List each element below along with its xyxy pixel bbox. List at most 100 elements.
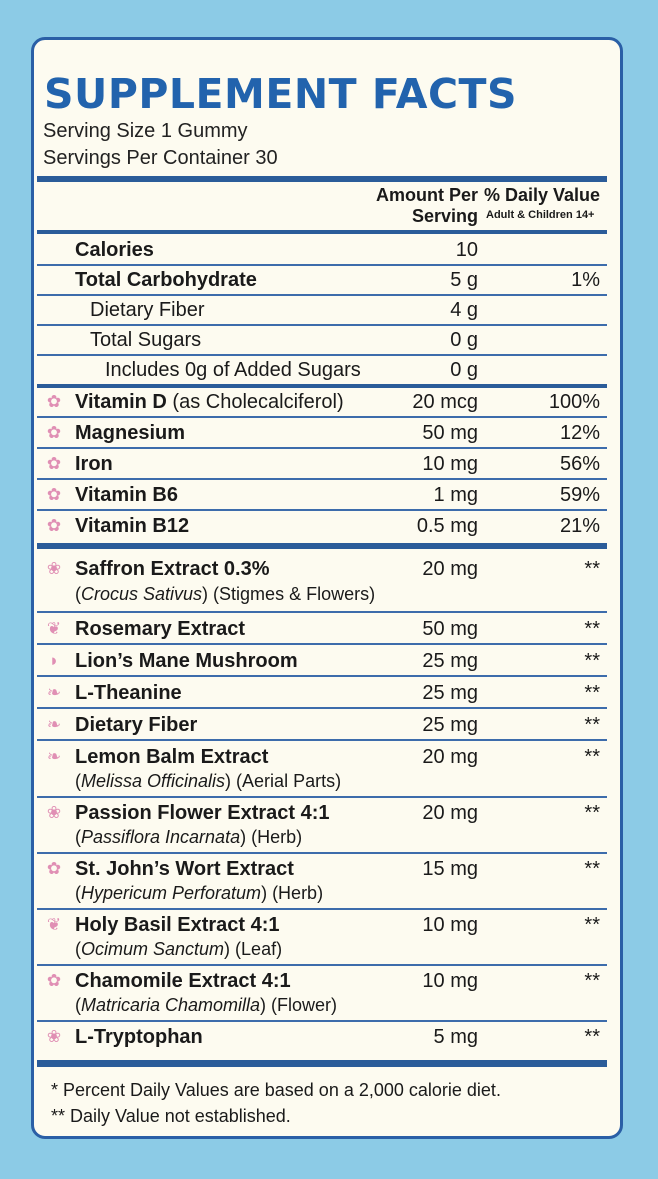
plant-part: (Stigmes & Flowers) (208, 584, 376, 604)
ingredient-source: (Melissa Officinalis) (Aerial Parts) (75, 771, 342, 791)
nutrient-source-note: (as Cholecalciferol) (166, 391, 344, 413)
section-divider (37, 384, 607, 388)
row-divider (37, 707, 607, 709)
row-divider (37, 354, 607, 356)
latin-name: Passiflora Incarnata (81, 827, 241, 847)
row-divider (37, 447, 607, 449)
nutrient-amount: 20 mcg (412, 391, 478, 413)
ingredient-daily-value: ** (584, 682, 600, 704)
leaf-icon: ❧ (46, 683, 62, 702)
lotus-icon: ❀ (46, 803, 62, 822)
ingredient-daily-value: ** (584, 970, 600, 992)
nutrient-amount: 0 g (450, 359, 478, 381)
footnote-daily-values: * Percent Daily Values are based on a 2,… (51, 1080, 501, 1100)
ingredient-amount: 50 mg (422, 618, 478, 640)
leaf-icon: ❧ (46, 747, 62, 766)
row-divider (37, 908, 607, 910)
daily-value-subheader: Adult & Children 14+ (486, 209, 595, 221)
row-divider (37, 478, 607, 480)
latin-name: Crocus Sativus (81, 584, 203, 604)
ingredient-amount: 25 mg (422, 714, 478, 736)
ingredient-daily-value: ** (584, 858, 600, 880)
flower-icon: ✿ (46, 423, 62, 442)
nutrient-name: Includes 0g of Added Sugars (105, 359, 361, 381)
nutrient-name: Magnesium (75, 422, 186, 444)
ingredient-name: St. John’s Wort Extract (75, 858, 294, 880)
ingredient-name: Passion Flower Extract 4:1 (75, 802, 330, 824)
row-divider (37, 509, 607, 511)
daily-value-header: % Daily Value (484, 185, 601, 205)
ingredient-amount: 20 mg (422, 746, 478, 768)
flower-icon: ✿ (46, 485, 62, 504)
latin-name: Ocimum Sanctum (81, 939, 225, 959)
row-divider (37, 611, 607, 613)
amount-column-header: Amount Per Serving (290, 185, 478, 227)
bottom-thick-divider (37, 1060, 607, 1067)
ingredient-source: (Passiflora Incarnata) (Herb) (75, 827, 303, 847)
row-divider (37, 643, 607, 645)
nutrient-amount: 0.5 mg (416, 515, 478, 537)
flower-icon: ✿ (46, 392, 62, 411)
ingredient-daily-value: ** (584, 802, 600, 824)
nutrient-amount: 10 (455, 239, 478, 261)
lotus-icon: ❀ (46, 1027, 62, 1046)
nutrient-amount: 10 mg (422, 453, 478, 475)
plant-part: (Herb) (267, 883, 324, 903)
ingredient-source: (Matricaria Chamomilla) (Flower) (75, 995, 338, 1015)
ingredient-daily-value: ** (584, 714, 600, 736)
row-divider (37, 675, 607, 677)
ingredient-amount: 10 mg (422, 970, 478, 992)
footnote-not-established: ** Daily Value not established. (51, 1106, 291, 1126)
nutrient-daily-value: 21% (559, 515, 600, 537)
row-divider (37, 324, 607, 326)
ingredient-amount: 25 mg (422, 682, 478, 704)
flower-icon: ✿ (46, 516, 62, 535)
latin-name: Melissa Officinalis (81, 771, 226, 791)
amount-header-line2: Serving (411, 206, 478, 226)
nutrient-name: Vitamin B6 (75, 484, 178, 506)
nutrient-amount: 5 g (450, 269, 478, 291)
row-divider (37, 964, 607, 966)
ingredient-source: (Crocus Sativus) (Stigmes & Flowers) (75, 584, 376, 604)
ingredient-amount: 15 mg (422, 858, 478, 880)
leaf-icon: ❧ (46, 715, 62, 734)
flower-icon: ✿ (46, 971, 62, 990)
ingredient-name: Holy Basil Extract 4:1 (75, 914, 280, 936)
ingredient-name: Saffron Extract 0.3% (75, 558, 270, 580)
nutrient-name-line: Vitamin D (as Cholecalciferol) (75, 390, 344, 414)
plant-part: (Flower) (266, 995, 338, 1015)
top-thick-divider (37, 176, 607, 182)
ingredient-amount: 10 mg (422, 914, 478, 936)
supplement-facts-panel (31, 37, 623, 1139)
ingredient-daily-value: ** (584, 618, 600, 640)
ingredient-name: L-Theanine (75, 682, 182, 704)
row-divider (37, 1020, 607, 1022)
nutrient-daily-value: 12% (559, 422, 600, 444)
ingredient-amount: 20 mg (422, 802, 478, 824)
panel-title: SUPPLEMENT FACTS (44, 70, 518, 118)
nutrient-amount: 4 g (450, 299, 478, 321)
mushroom-icon: ◗ (48, 651, 60, 670)
servings-per-container: Servings Per Container 30 (43, 147, 278, 169)
ingredient-name: Lion’s Mane Mushroom (75, 650, 298, 672)
row-divider (37, 796, 607, 798)
nutrient-daily-value: 100% (548, 391, 600, 413)
nutrient-daily-value: 59% (559, 484, 600, 506)
ingredient-name: Rosemary Extract (75, 618, 246, 640)
nutrient-name: Vitamin B12 (75, 515, 190, 537)
nutrient-amount: 0 g (450, 329, 478, 351)
section-thick-divider (37, 543, 607, 549)
ingredient-name: L-Tryptophan (75, 1026, 203, 1048)
ingredient-daily-value: ** (584, 650, 600, 672)
plant-part: (Aerial Parts) (231, 771, 342, 791)
row-divider (37, 416, 607, 418)
nutrient-name: Dietary Fiber (90, 299, 205, 321)
sprig-icon: ❦ (46, 619, 62, 638)
flower-icon: ✿ (46, 859, 62, 878)
row-divider (37, 852, 607, 854)
sprig-icon: ❦ (46, 915, 62, 934)
ingredient-name: Lemon Balm Extract (75, 746, 269, 768)
row-divider (37, 264, 607, 266)
nutrient-name: Total Carbohydrate (75, 269, 257, 291)
ingredient-daily-value: ** (584, 914, 600, 936)
